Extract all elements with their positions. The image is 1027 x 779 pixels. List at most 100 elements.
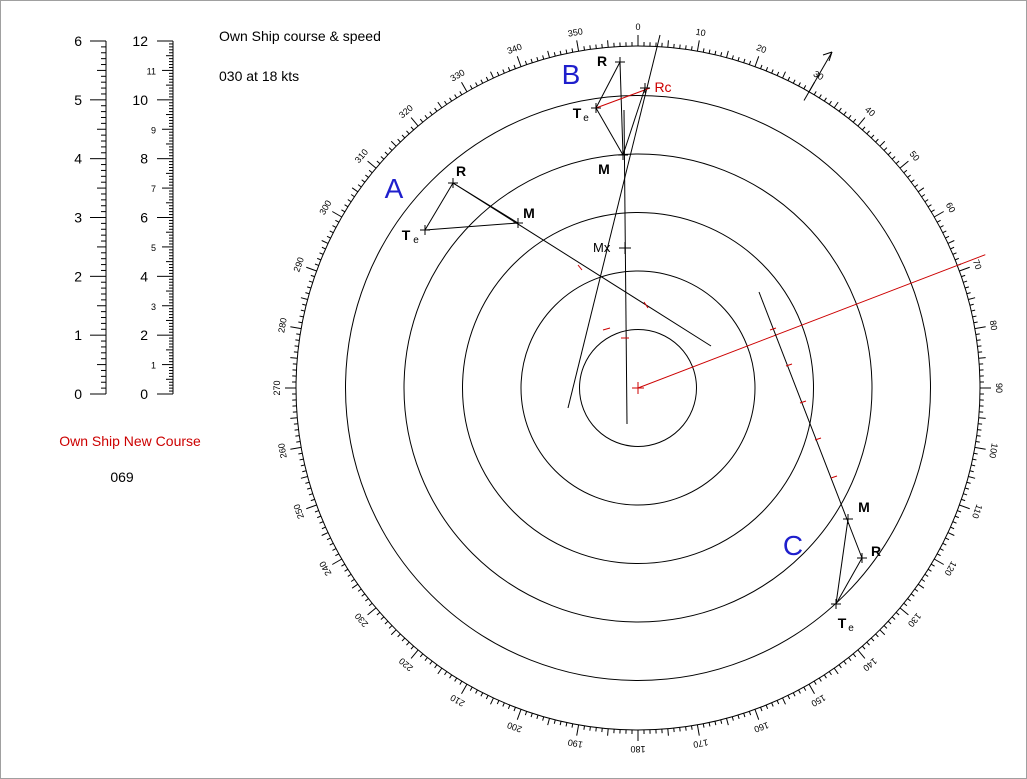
bearing-tick bbox=[583, 46, 585, 51]
bearing-tick bbox=[737, 56, 740, 62]
contact-a-r-te bbox=[424, 182, 454, 231]
bearing-tick bbox=[350, 578, 355, 582]
contact-b-r-label: R bbox=[597, 53, 607, 69]
bearing-tick bbox=[952, 252, 957, 255]
bearing-tick bbox=[361, 593, 366, 597]
bearing-tick bbox=[702, 723, 705, 728]
bearing-tick bbox=[936, 553, 941, 557]
bearing-tick bbox=[459, 680, 463, 685]
bearing-tick bbox=[917, 583, 925, 589]
bearing-tick bbox=[341, 563, 346, 567]
bearing-tick bbox=[945, 537, 950, 541]
bearing-tick bbox=[754, 709, 760, 720]
bearing-tick bbox=[290, 446, 302, 450]
bearing-tick bbox=[367, 160, 377, 169]
range-ring-4 bbox=[403, 153, 873, 623]
bearing-tick bbox=[914, 184, 919, 188]
bearing-tick bbox=[950, 526, 955, 530]
bearing-tick bbox=[798, 689, 801, 694]
bearing-tick bbox=[857, 649, 866, 659]
contact-c-red-tick bbox=[785, 363, 793, 367]
bearing-tick bbox=[314, 263, 319, 266]
bearing-tick bbox=[961, 498, 966, 502]
bearing-tick bbox=[760, 64, 763, 69]
bearing-tick bbox=[559, 50, 562, 55]
bearing-tick bbox=[326, 235, 331, 239]
bearing-tick bbox=[583, 725, 585, 730]
bearing-tick bbox=[914, 588, 919, 592]
bearing-tick bbox=[444, 100, 448, 105]
bearing-tick bbox=[319, 521, 324, 524]
contact-a-relative-line bbox=[452, 182, 712, 347]
bearing-tick bbox=[771, 702, 774, 707]
bearing-tick bbox=[469, 686, 473, 691]
bearing-tick bbox=[952, 521, 957, 524]
bearing-tick bbox=[454, 94, 458, 99]
range-scale-label: 1 bbox=[74, 327, 82, 343]
bearing-tick bbox=[332, 211, 343, 218]
bearing-tick bbox=[329, 230, 334, 234]
bearing-tick bbox=[936, 219, 941, 223]
contact-a-t-label: T bbox=[402, 227, 411, 243]
bearing-tick bbox=[326, 537, 331, 541]
speed-scale-minor-label: 5 bbox=[151, 243, 156, 253]
speed-scale-minor-label: 7 bbox=[151, 184, 156, 194]
bearing-tick bbox=[419, 653, 424, 658]
bearing-tick bbox=[475, 689, 478, 694]
bearing-tick bbox=[406, 130, 410, 135]
bearing-tick bbox=[299, 458, 304, 461]
range-scale-label: 6 bbox=[74, 33, 82, 49]
bearing-tick bbox=[838, 664, 842, 669]
polar-board: 0102030405060708090100110120130140150160… bbox=[272, 22, 1004, 754]
bearing-label: 250 bbox=[292, 503, 307, 521]
bearing-tick bbox=[298, 452, 303, 455]
bearing-tick bbox=[969, 470, 974, 473]
speed-scale-major-label: 8 bbox=[140, 151, 148, 167]
contact-c-te-mark bbox=[831, 599, 841, 609]
bearing-tick bbox=[502, 702, 505, 707]
bearing-tick bbox=[329, 542, 334, 546]
contact-b-r-te bbox=[595, 61, 621, 109]
bearing-tick bbox=[895, 160, 900, 165]
bearing-tick bbox=[792, 79, 796, 84]
speed-scale-major-label: 4 bbox=[140, 268, 148, 284]
bearing-tick bbox=[720, 52, 723, 57]
contact-a-m-label: M bbox=[523, 205, 535, 221]
bearing-tick bbox=[782, 697, 786, 705]
bearing-tick bbox=[490, 697, 494, 705]
bearing-tick bbox=[765, 704, 769, 709]
bearing-tick bbox=[667, 40, 669, 48]
contact-c-m-mark bbox=[843, 514, 853, 524]
bearing-label: 240 bbox=[317, 559, 333, 577]
bearing-tick bbox=[607, 728, 609, 736]
bearing-tick bbox=[516, 56, 522, 67]
contact-b-t-label: T bbox=[573, 105, 582, 121]
speed-scale-minor-label: 3 bbox=[151, 302, 156, 312]
bearing-tick bbox=[731, 716, 734, 721]
bearing-tick bbox=[870, 637, 875, 642]
bearing-tick bbox=[321, 526, 326, 530]
contact-c-t-sub-label: e bbox=[848, 623, 854, 634]
bearing-tick bbox=[347, 573, 352, 577]
bearing-tick bbox=[754, 56, 760, 67]
bearing-tick bbox=[388, 147, 393, 151]
own-ship-new-course-label: Own Ship New Course bbox=[59, 433, 201, 449]
bearing-tick bbox=[743, 58, 746, 63]
bearing-tick bbox=[350, 194, 355, 198]
bearing-tick bbox=[397, 633, 401, 638]
bearing-tick bbox=[714, 50, 717, 55]
bearing-tick bbox=[939, 225, 944, 228]
bearing-tick bbox=[305, 292, 310, 295]
contact-a-label: A bbox=[385, 173, 404, 204]
bearing-tick bbox=[975, 333, 980, 335]
bearing-tick bbox=[917, 187, 925, 193]
bearing-tick bbox=[787, 76, 791, 81]
bearing-label: 70 bbox=[971, 258, 984, 271]
bearing-label: 300 bbox=[317, 198, 333, 216]
bearing-tick bbox=[449, 674, 453, 679]
bearing-tick bbox=[341, 209, 346, 213]
bearing-label: 60 bbox=[944, 201, 958, 215]
bearing-tick bbox=[976, 435, 981, 437]
bearing-tick bbox=[351, 583, 359, 589]
bearing-tick bbox=[737, 714, 740, 720]
